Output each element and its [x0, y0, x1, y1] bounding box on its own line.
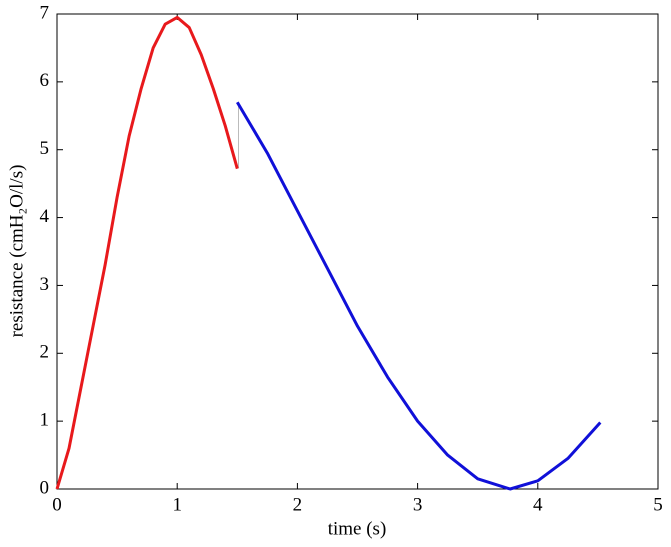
x-tick-label: 0	[52, 494, 62, 515]
y-tick-label: 1	[40, 410, 50, 431]
y-axis-label: resistance (cmH₂O/l/s)	[6, 165, 27, 338]
y-tick-label: 7	[40, 2, 50, 23]
data-line	[236, 101, 602, 491]
y-tick-label: 3	[40, 274, 50, 295]
x-tick-label: 5	[653, 494, 663, 515]
x-tick-label: 3	[413, 494, 423, 515]
y-tick-label: 5	[40, 138, 50, 159]
y-tick-label: 2	[40, 342, 50, 363]
x-tick-label: 4	[533, 494, 543, 515]
y-tick-label: 0	[40, 477, 50, 498]
plot-frame	[56, 13, 659, 490]
y-tick-label: 6	[40, 70, 50, 91]
x-tick-label: 2	[293, 494, 303, 515]
x-axis-label: time (s)	[328, 518, 387, 539]
y-tick-label: 4	[40, 206, 50, 227]
x-tick-label: 1	[172, 494, 182, 515]
data-line	[55, 15, 239, 490]
